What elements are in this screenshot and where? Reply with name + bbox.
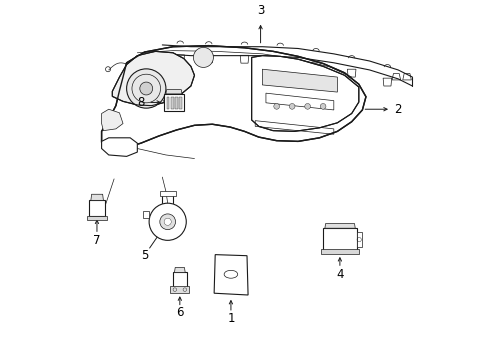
Polygon shape [91, 194, 103, 200]
Circle shape [304, 104, 310, 109]
Circle shape [149, 203, 186, 240]
Polygon shape [164, 94, 183, 111]
Polygon shape [102, 46, 365, 149]
Polygon shape [165, 90, 182, 94]
Polygon shape [170, 286, 189, 293]
Text: 4: 4 [335, 268, 343, 281]
Polygon shape [102, 138, 137, 156]
Polygon shape [160, 192, 175, 196]
Bar [179, 97, 182, 109]
Polygon shape [174, 267, 185, 273]
Bar [166, 97, 169, 109]
Circle shape [160, 214, 175, 230]
Text: 3: 3 [256, 4, 264, 17]
Text: 2: 2 [394, 103, 401, 116]
Text: 5: 5 [141, 249, 148, 262]
Circle shape [273, 104, 279, 109]
Polygon shape [262, 69, 337, 92]
Text: 7: 7 [93, 234, 101, 247]
Circle shape [164, 218, 171, 225]
Polygon shape [142, 211, 149, 218]
Polygon shape [87, 216, 107, 220]
Circle shape [140, 82, 152, 95]
Text: 8: 8 [137, 96, 144, 109]
Polygon shape [323, 228, 356, 250]
Polygon shape [214, 255, 247, 295]
Polygon shape [102, 109, 123, 131]
Circle shape [126, 69, 165, 108]
Polygon shape [89, 200, 105, 216]
Polygon shape [112, 51, 194, 105]
Polygon shape [251, 56, 358, 131]
Polygon shape [324, 224, 354, 228]
Polygon shape [356, 233, 361, 247]
Bar [175, 97, 178, 109]
Circle shape [320, 104, 325, 109]
Polygon shape [173, 273, 186, 287]
Circle shape [289, 104, 294, 109]
Text: 6: 6 [176, 306, 183, 319]
Bar [171, 97, 173, 109]
Circle shape [193, 48, 213, 67]
Polygon shape [321, 249, 358, 254]
Text: 1: 1 [227, 312, 234, 325]
